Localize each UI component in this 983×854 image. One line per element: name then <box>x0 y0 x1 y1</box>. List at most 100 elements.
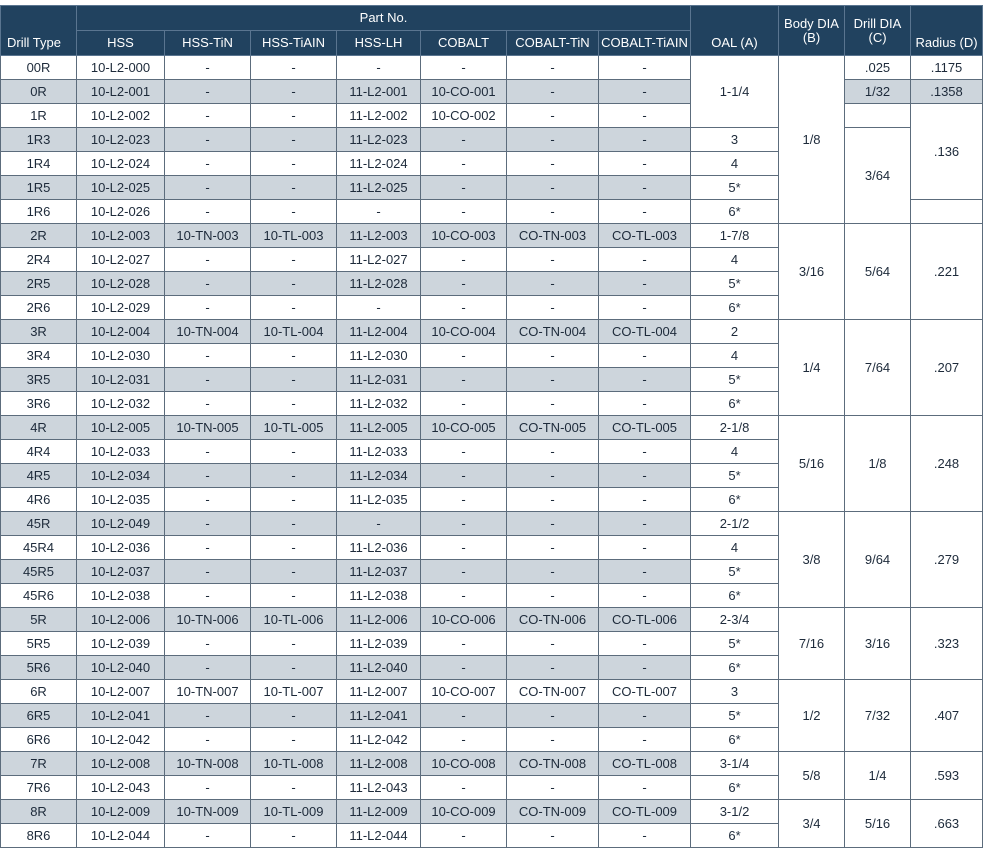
cell-type: 45R4 <box>0 535 77 560</box>
header-hss-lh: HSS-LH <box>336 30 421 56</box>
cell-tialn: - <box>250 511 337 536</box>
cell-hss: 10-L2-008 <box>76 751 165 776</box>
cell-type: 00R <box>0 55 77 80</box>
cell-tin: - <box>164 823 251 848</box>
cell-tin: - <box>164 775 251 800</box>
cell-cobalt: - <box>420 655 507 680</box>
cell-drill-dia: 7/64 <box>844 319 912 416</box>
cell-co-tialn: - <box>597 775 692 800</box>
cell-co-tialn: - <box>597 511 692 536</box>
cell-lh: 11-L2-035 <box>336 487 421 512</box>
table-row: 4R6 10-L2-035- -11-L2-035- - -6* <box>0 487 983 512</box>
cell-hss: 10-L2-029 <box>76 295 165 320</box>
cell-tin: - <box>164 151 251 176</box>
cell-cobalt: - <box>420 271 507 296</box>
table-row: 6R5 10-L2-041- -11-L2-041- - -5* <box>0 703 983 728</box>
cell-type: 5R5 <box>0 631 77 656</box>
cell-co-tialn: - <box>597 631 692 656</box>
cell-oal: 6* <box>690 295 780 320</box>
header-cobalt: COBALT <box>420 30 507 56</box>
cell-type: 0R <box>0 79 77 104</box>
cell-lh: 11-L2-042 <box>336 727 421 752</box>
cell-cobalt: - <box>420 391 507 416</box>
cell-co-tin: CO-TN-003 <box>506 223 599 248</box>
cell-type: 8R6 <box>0 823 77 848</box>
cell-hss: 10-L2-023 <box>76 127 165 152</box>
cell-body-dia: 5/8 <box>778 751 846 800</box>
cell-tin: - <box>164 103 251 128</box>
cell-co-tialn: - <box>597 439 692 464</box>
cell-tin: - <box>164 583 251 608</box>
cell-cobalt: - <box>420 583 507 608</box>
cell-co-tialn: - <box>597 55 692 80</box>
cell-tin: - <box>164 727 251 752</box>
cell-drill-dia <box>844 103 912 128</box>
cell-cobalt: - <box>420 727 507 752</box>
cell-radius: .407 <box>910 679 983 752</box>
cell-lh: 11-L2-009 <box>336 799 421 824</box>
table-row: 8R6 10-L2-044- -11-L2-044- - -6* <box>0 823 983 848</box>
table-row: 45R5 10-L2-037- -11-L2-037- - -5* <box>0 559 983 584</box>
cell-type: 1R3 <box>0 127 77 152</box>
cell-lh: 11-L2-002 <box>336 103 421 128</box>
cell-co-tin: - <box>506 655 599 680</box>
cell-tialn: - <box>250 439 337 464</box>
cell-tialn: - <box>250 703 337 728</box>
cell-tin: - <box>164 247 251 272</box>
cell-tialn: - <box>250 463 337 488</box>
cell-cobalt: - <box>420 175 507 200</box>
cell-type: 7R <box>0 751 77 776</box>
cell-tin: - <box>164 391 251 416</box>
cell-tin: - <box>164 487 251 512</box>
cell-hss: 10-L2-000 <box>76 55 165 80</box>
cell-cobalt: - <box>420 535 507 560</box>
cell-oal: 2 <box>690 319 780 344</box>
cell-lh: 11-L2-043 <box>336 775 421 800</box>
cell-cobalt: - <box>420 247 507 272</box>
cell-hss: 10-L2-038 <box>76 583 165 608</box>
table-row: 6R 10-L2-007 10-TN-007 10-TL-007 11-L2-007 10… <box>0 679 983 752</box>
header-body-dia-label: Body DIA <box>784 15 839 31</box>
cell-tialn: - <box>250 127 337 152</box>
cell-co-tialn: - <box>597 151 692 176</box>
cell-co-tialn: CO-TL-007 <box>597 679 692 704</box>
cell-lh: 11-L2-028 <box>336 271 421 296</box>
cell-oal: 5* <box>690 463 780 488</box>
cell-cobalt: 10-CO-002 <box>420 103 507 128</box>
cell-cobalt: - <box>420 295 507 320</box>
cell-cobalt: 10-CO-008 <box>420 751 507 776</box>
cell-body-dia: 1/4 <box>778 319 846 416</box>
cell-oal: 5* <box>690 703 780 728</box>
cell-cobalt: - <box>420 703 507 728</box>
cell-co-tin: - <box>506 727 599 752</box>
cell-lh: 11-L2-004 <box>336 319 421 344</box>
cell-co-tialn: - <box>597 703 692 728</box>
cell-co-tialn: CO-TL-003 <box>597 223 692 248</box>
cell-tin: - <box>164 559 251 584</box>
cell-oal: 2-1/8 <box>690 415 780 440</box>
cell-co-tialn: - <box>597 583 692 608</box>
cell-lh: 11-L2-030 <box>336 343 421 368</box>
header-drill-dia-sub: (C) <box>868 29 887 45</box>
cell-tin: 10-TN-005 <box>164 415 251 440</box>
cell-tin: - <box>164 127 251 152</box>
table-row: 2R4 10-L2-027- -11-L2-027- - -4 <box>0 247 983 272</box>
cell-type: 1R5 <box>0 175 77 200</box>
cell-oal: 6* <box>690 199 780 224</box>
cell-hss: 10-L2-025 <box>76 175 165 200</box>
cell-lh: 11-L2-037 <box>336 559 421 584</box>
cell-oal: 4 <box>690 343 780 368</box>
table-row: 6R6 10-L2-042- -11-L2-042- - -6* <box>0 727 983 752</box>
cell-tialn: - <box>250 55 337 80</box>
table-row: 45R6 10-L2-038- -11-L2-038- - -6* <box>0 583 983 608</box>
cell-type: 6R <box>0 679 77 704</box>
cell-hss: 10-L2-049 <box>76 511 165 536</box>
cell-co-tialn: CO-TL-004 <box>597 319 692 344</box>
cell-tialn: 10-TL-003 <box>250 223 337 248</box>
cell-oal: 2-1/2 <box>690 511 780 536</box>
cell-radius: .207 <box>910 319 983 416</box>
cell-cobalt: 10-CO-001 <box>420 79 507 104</box>
cell-radius: .1175 <box>910 55 983 80</box>
cell-co-tin: CO-TN-005 <box>506 415 599 440</box>
cell-hss: 10-L2-002 <box>76 103 165 128</box>
